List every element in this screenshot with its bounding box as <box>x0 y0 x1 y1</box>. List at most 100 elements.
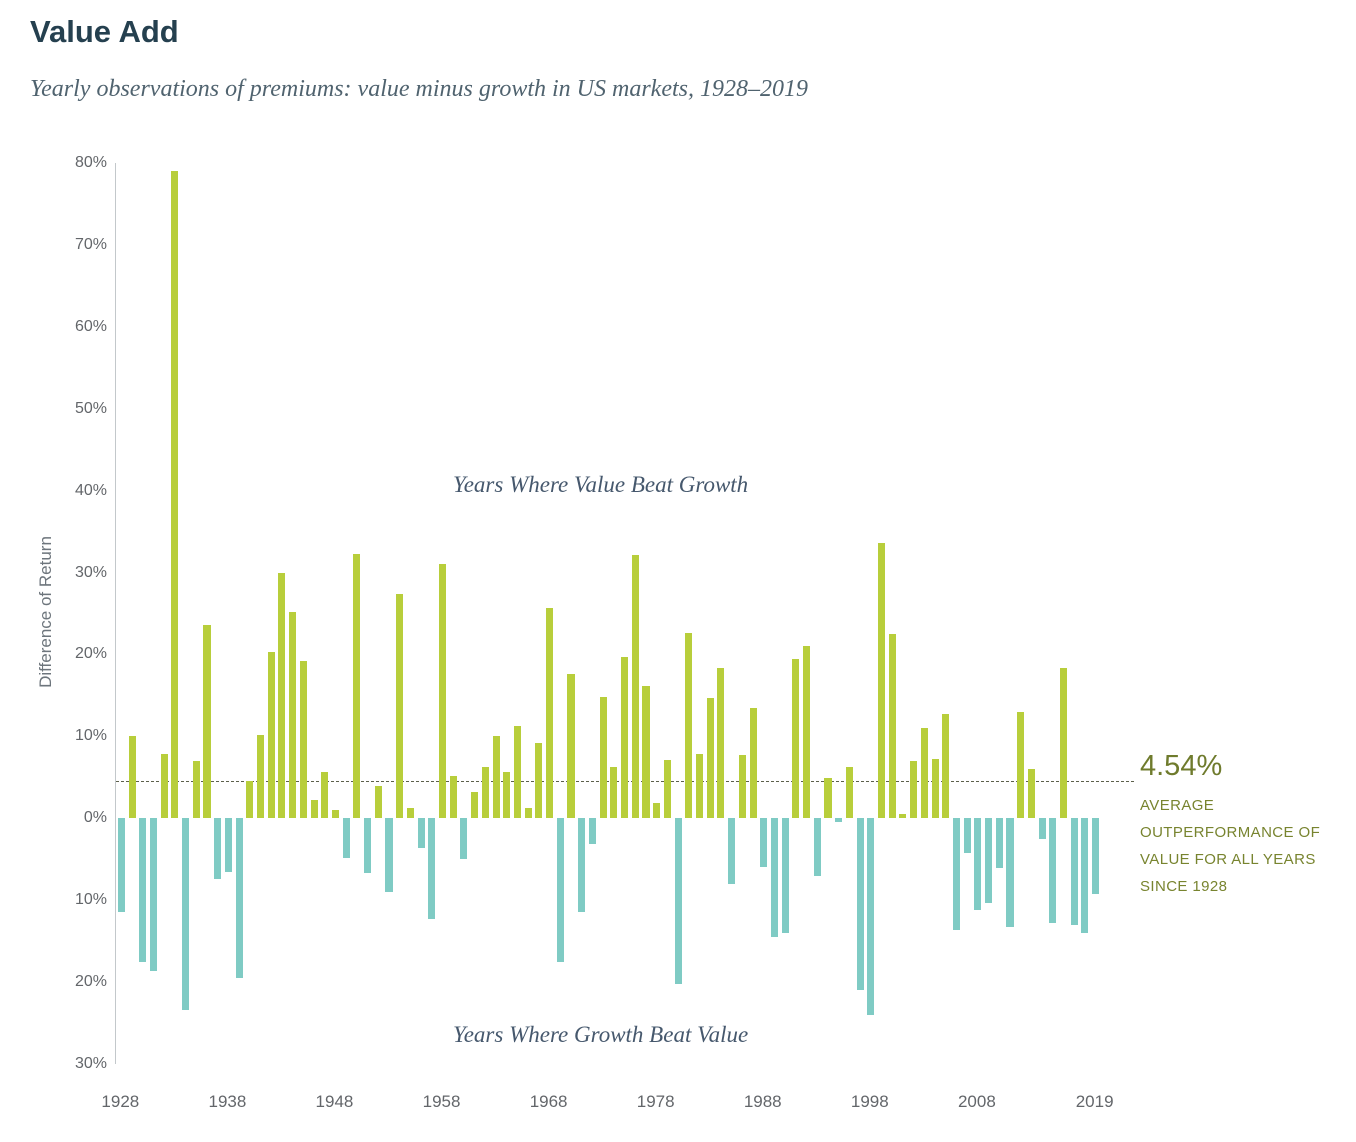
bar-2018 <box>1081 818 1089 933</box>
x-tick-label: 1988 <box>743 1092 782 1111</box>
y-tick-label: 30% <box>74 563 107 581</box>
bar-1983 <box>706 697 714 819</box>
bar-1943 <box>278 572 286 819</box>
bar-1950 <box>353 553 361 819</box>
bar-2005 <box>942 714 950 819</box>
y-tick-label: 0% <box>83 809 107 827</box>
bar-2006 <box>952 818 960 931</box>
x-tick-label: 1948 <box>315 1092 354 1111</box>
bar-2011 <box>1006 818 1014 928</box>
y-tick-label: 20% <box>74 973 107 991</box>
bar-2012 <box>1017 711 1025 819</box>
y-tick-label: 30% <box>74 1055 107 1072</box>
annotation-value-beat-growth: Years Where Value Beat Growth <box>453 471 749 497</box>
x-tick-label: 1968 <box>529 1092 568 1111</box>
bar-1995 <box>835 818 843 823</box>
average-annotation: 4.54% Average outperformance of value fo… <box>1140 750 1345 900</box>
x-tick-label: 1998 <box>850 1092 889 1111</box>
bar-1966 <box>524 808 532 819</box>
bar-1975 <box>621 656 629 819</box>
bar-1984 <box>717 668 725 819</box>
bar-1987 <box>749 707 757 819</box>
bar-1932 <box>160 753 168 819</box>
bar-1934 <box>182 818 190 1010</box>
annotation-growth-beat-value: Years Where Growth Beat Value <box>453 1022 749 1048</box>
bar-2004 <box>931 759 939 819</box>
bar-1967 <box>535 742 543 819</box>
y-axis-ticks: 80% 70% 60% 50% 40% 30% 20% 10% 0% 10% 20% 30% <box>0 154 107 1072</box>
bar-1959 <box>449 775 457 819</box>
bar-1955 <box>406 808 414 819</box>
bar-1989 <box>770 818 778 938</box>
page-title: Value Add <box>30 14 179 49</box>
bar-1979 <box>663 760 671 819</box>
bar-1996 <box>845 767 853 819</box>
plot-area: Years Where Value Beat Growth Years Wher… <box>115 163 1134 1064</box>
bar-2009 <box>985 818 993 904</box>
chart-subtitle: Yearly observations of premiums: value m… <box>30 76 808 102</box>
bar-1938 <box>224 818 232 873</box>
bar-2000 <box>888 633 896 819</box>
x-tick-label: 1938 <box>208 1092 247 1111</box>
bar-1992 <box>803 646 811 819</box>
bar-2017 <box>1070 818 1078 925</box>
bar-1973 <box>599 697 607 819</box>
bar-2019 <box>1092 818 1100 895</box>
bar-1951 <box>364 818 372 874</box>
bar-1971 <box>578 818 586 913</box>
y-tick-label: 50% <box>74 399 107 417</box>
bar-1993 <box>813 818 821 876</box>
bar-1978 <box>653 802 661 819</box>
bar-1930 <box>139 818 147 962</box>
bar-1940 <box>246 781 254 819</box>
bar-1980 <box>674 818 682 984</box>
bar-1986 <box>738 755 746 819</box>
bar-1964 <box>503 772 511 819</box>
bar-1945 <box>299 661 307 819</box>
bar-1941 <box>257 734 265 819</box>
x-tick-label: 1978 <box>636 1092 675 1111</box>
bar-1956 <box>417 818 425 848</box>
bar-1977 <box>642 685 650 819</box>
bar-1942 <box>267 651 275 819</box>
bar-1928 <box>117 818 125 913</box>
average-value: 4.54% <box>1140 750 1223 782</box>
bar-1988 <box>760 818 768 868</box>
bar-1939 <box>235 818 243 978</box>
bar-2016 <box>1059 667 1068 819</box>
bar-1954 <box>396 593 404 819</box>
bar-1933 <box>171 171 179 819</box>
bar-1944 <box>289 611 297 819</box>
bar-1969 <box>556 818 564 963</box>
bar-1937 <box>214 818 222 879</box>
y-tick-label: 70% <box>74 235 107 253</box>
y-tick-label: 10% <box>74 891 107 909</box>
bar-1991 <box>792 658 800 819</box>
bar-2015 <box>1049 818 1057 924</box>
bar-2001 <box>899 814 907 819</box>
bar-1968 <box>546 607 554 819</box>
bar-2013 <box>1027 769 1035 819</box>
bar-2008 <box>974 818 982 910</box>
bar-1953 <box>385 818 393 892</box>
x-tick-label: 1928 <box>101 1092 140 1111</box>
bar-1949 <box>342 818 350 859</box>
bar-1970 <box>567 674 575 819</box>
bar-1952 <box>374 785 382 819</box>
bar-1981 <box>685 633 693 819</box>
bar-1999 <box>877 543 886 819</box>
bar-2007 <box>963 818 971 853</box>
bar-1936 <box>203 624 211 819</box>
y-tick-label: 80% <box>74 154 107 171</box>
y-tick-label: 60% <box>74 317 107 335</box>
bar-1990 <box>781 818 789 933</box>
bar-1982 <box>695 754 704 819</box>
bar-1962 <box>481 766 489 819</box>
average-description: Average outperformance of value for all … <box>1140 797 1321 895</box>
bar-1976 <box>631 554 639 819</box>
bar-1957 <box>428 818 436 919</box>
bar-1960 <box>460 818 468 860</box>
bar-1963 <box>492 736 500 819</box>
y-tick-label: 40% <box>74 481 107 499</box>
